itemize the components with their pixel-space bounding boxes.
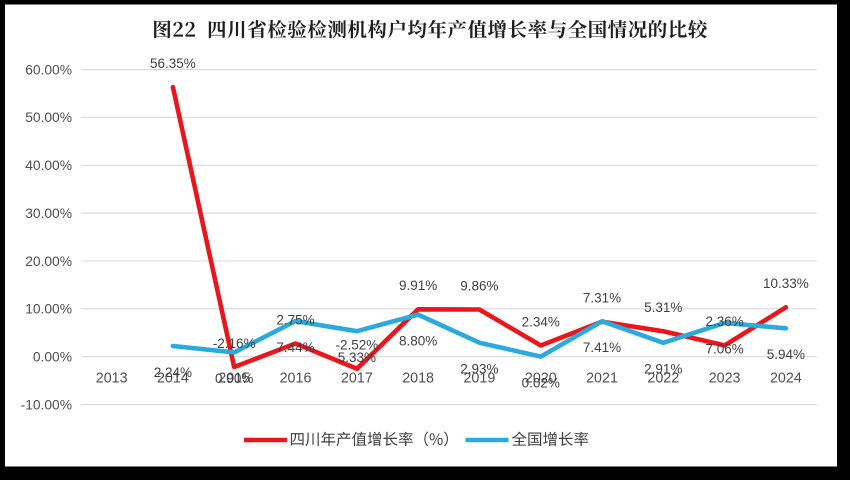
- svg-text:10.33%: 10.33%: [763, 276, 809, 291]
- svg-text:2020: 2020: [525, 370, 557, 386]
- svg-text:2.36%: 2.36%: [705, 314, 743, 329]
- svg-text:9.91%: 9.91%: [399, 278, 437, 293]
- svg-text:2013: 2013: [96, 370, 128, 386]
- svg-text:2022: 2022: [647, 370, 679, 386]
- svg-text:2021: 2021: [586, 370, 618, 386]
- svg-text:10.00%: 10.00%: [25, 302, 72, 317]
- svg-text:50.00%: 50.00%: [25, 110, 72, 125]
- svg-text:20.00%: 20.00%: [25, 254, 72, 269]
- svg-text:7.31%: 7.31%: [583, 291, 621, 306]
- svg-text:60.00%: 60.00%: [25, 62, 72, 77]
- svg-text:30.00%: 30.00%: [25, 206, 72, 221]
- svg-text:-2.52%: -2.52%: [336, 338, 379, 353]
- svg-text:5.33%: 5.33%: [338, 350, 376, 365]
- svg-text:2.24%: 2.24%: [154, 365, 192, 380]
- svg-text:5.94%: 5.94%: [767, 347, 805, 362]
- svg-text:2016: 2016: [280, 370, 312, 386]
- svg-text:2018: 2018: [402, 370, 434, 386]
- svg-text:2023: 2023: [709, 370, 741, 386]
- svg-text:2014: 2014: [157, 370, 189, 386]
- svg-text:-2.16%: -2.16%: [213, 336, 256, 351]
- svg-text:2.34%: 2.34%: [522, 314, 560, 329]
- svg-text:2024: 2024: [770, 370, 802, 386]
- svg-text:40.00%: 40.00%: [25, 158, 72, 173]
- svg-text:7.06%: 7.06%: [705, 342, 743, 357]
- svg-text:2017: 2017: [341, 370, 373, 386]
- svg-text:2.93%: 2.93%: [460, 362, 498, 377]
- svg-text:2.75%: 2.75%: [276, 312, 314, 327]
- svg-text:56.35%: 56.35%: [150, 56, 196, 71]
- svg-text:7.44%: 7.44%: [276, 340, 314, 355]
- svg-text:2015: 2015: [218, 370, 250, 386]
- svg-text:-10.00%: -10.00%: [21, 397, 72, 412]
- svg-text:7.41%: 7.41%: [583, 340, 621, 355]
- svg-text:9.86%: 9.86%: [460, 278, 498, 293]
- svg-text:2.91%: 2.91%: [644, 362, 682, 377]
- svg-text:0.02%: 0.02%: [522, 375, 560, 390]
- svg-text:0.90%: 0.90%: [215, 371, 253, 386]
- svg-text:2019: 2019: [463, 370, 495, 386]
- svg-text:5.31%: 5.31%: [644, 300, 682, 315]
- svg-text:8.80%: 8.80%: [399, 333, 437, 348]
- svg-text:0.00%: 0.00%: [33, 350, 72, 365]
